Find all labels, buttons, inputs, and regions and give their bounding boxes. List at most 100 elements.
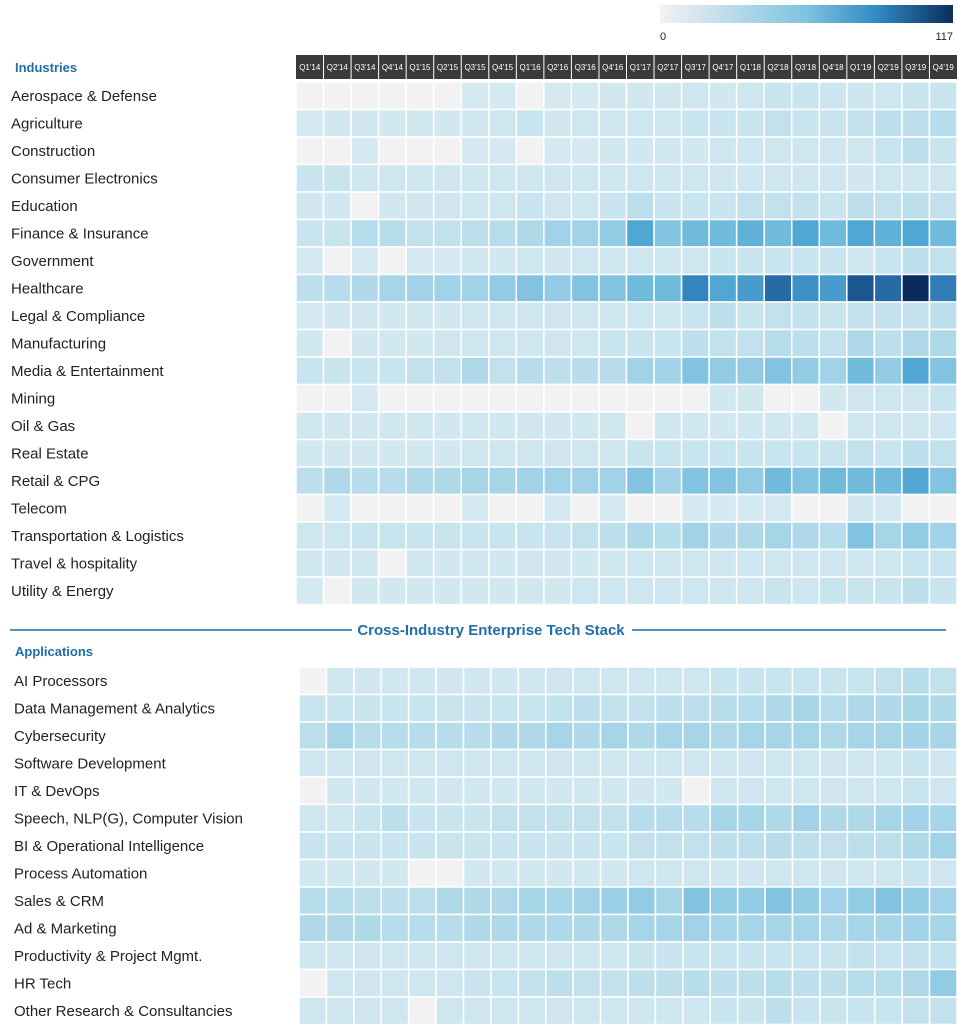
heatmap-cell	[407, 693, 437, 723]
column-label: Q2'18	[767, 63, 789, 72]
heatmap-cell	[572, 886, 602, 916]
heatmap-cell	[735, 521, 765, 551]
heatmap-cell	[901, 356, 931, 386]
heatmap-cell	[846, 191, 876, 221]
heatmap-cell	[627, 886, 657, 916]
heatmap-cell	[763, 191, 793, 221]
heatmap-cell	[515, 301, 545, 331]
heatmap-cell	[545, 831, 574, 861]
row-label: Legal & Compliance	[11, 308, 145, 325]
heatmap-cell	[653, 438, 683, 468]
heatmap-cell	[377, 356, 407, 386]
heatmap-cell	[543, 108, 573, 138]
heatmap-cell	[846, 273, 876, 303]
heatmap-cell	[570, 136, 600, 166]
heatmap-cell	[874, 886, 903, 916]
row-label: Agriculture	[11, 115, 83, 132]
heatmap-cell	[901, 886, 931, 916]
heatmap-cell	[763, 493, 793, 523]
heatmap-cell	[901, 466, 931, 496]
heatmap-cell	[682, 968, 711, 998]
heatmap-cell	[763, 548, 793, 578]
heatmap-cell	[735, 163, 765, 193]
row-label: Productivity & Project Mgmt.	[14, 948, 202, 965]
heatmap-cell	[405, 548, 435, 578]
column-label: Q4'16	[602, 63, 624, 72]
heatmap-cell	[709, 858, 739, 888]
heatmap-cell	[350, 493, 380, 523]
heatmap-cell	[680, 301, 710, 331]
heatmap-cell	[490, 803, 520, 833]
heatmap-cell	[350, 356, 380, 386]
heatmap-cell	[599, 693, 629, 723]
heatmap-cell	[353, 776, 383, 806]
column-label: Q2'15	[437, 63, 459, 72]
heatmap-cell	[432, 273, 463, 303]
heatmap-cell	[736, 968, 766, 998]
heatmap-cell	[928, 831, 957, 861]
heatmap-cell	[874, 913, 903, 943]
heatmap-cell	[435, 996, 465, 1024]
heatmap-cell	[462, 721, 492, 751]
heatmap-cell	[598, 466, 628, 496]
heatmap-cell	[846, 858, 876, 888]
heatmap-cell	[625, 273, 655, 303]
heatmap-cell	[377, 136, 407, 166]
heatmap-cell	[625, 328, 655, 358]
heatmap-cell	[708, 246, 738, 276]
heatmap-cell	[490, 913, 520, 943]
heatmap-cell	[874, 776, 903, 806]
heatmap-cell	[460, 356, 490, 386]
heatmap-cell	[298, 968, 328, 998]
heatmap-cell	[407, 748, 437, 778]
heatmap-cell	[818, 301, 848, 331]
heatmap-cell	[846, 328, 876, 358]
heatmap-cell	[627, 831, 657, 861]
heatmap-cell	[570, 411, 600, 441]
column-label: Q1'19	[850, 63, 872, 72]
heatmap-cell	[735, 136, 765, 166]
heatmap-cell	[377, 273, 407, 303]
heatmap-cell	[570, 191, 600, 221]
heatmap-cell	[462, 968, 492, 998]
heatmap-cell	[818, 136, 848, 166]
heatmap-cell	[764, 941, 794, 971]
heatmap-cell	[653, 411, 683, 441]
heatmap-cell	[682, 693, 711, 723]
heatmap-cell	[846, 521, 876, 551]
heatmap-cell	[709, 803, 739, 833]
heatmap-cell	[462, 693, 492, 723]
heatmap-cell	[680, 81, 710, 111]
heatmap-cell	[598, 301, 628, 331]
heatmap-cell	[680, 328, 710, 358]
color-scale-max-label: 117	[935, 31, 953, 43]
heatmap-cell	[846, 693, 876, 723]
heatmap-cell	[377, 576, 407, 606]
heatmap-cell	[598, 218, 628, 248]
heatmap-cell	[901, 693, 931, 723]
heatmap-cell	[490, 858, 520, 888]
heatmap-cell	[488, 246, 518, 276]
heatmap-cell	[543, 81, 573, 111]
color-scale-min-label: 0	[660, 31, 666, 43]
column-label: Q2'14	[327, 63, 349, 72]
heatmap-cell	[901, 191, 931, 221]
heatmap-cell	[764, 886, 794, 916]
heatmap-cell	[295, 548, 325, 578]
heatmap-cell	[818, 273, 848, 303]
heatmap-cell	[350, 108, 380, 138]
heatmap-cell	[380, 666, 410, 696]
heatmap-cell	[432, 521, 463, 551]
heatmap-cell	[298, 941, 328, 971]
heatmap-cell	[819, 913, 849, 943]
heatmap-cell	[432, 383, 463, 413]
heatmap-cell	[818, 383, 848, 413]
heatmap-cell	[322, 356, 352, 386]
heatmap-cell	[377, 163, 407, 193]
heatmap-cell	[653, 246, 683, 276]
heatmap-cell	[901, 776, 931, 806]
heatmap-cell	[928, 246, 957, 276]
heatmap-cell	[432, 218, 463, 248]
heatmap-cell	[627, 776, 657, 806]
